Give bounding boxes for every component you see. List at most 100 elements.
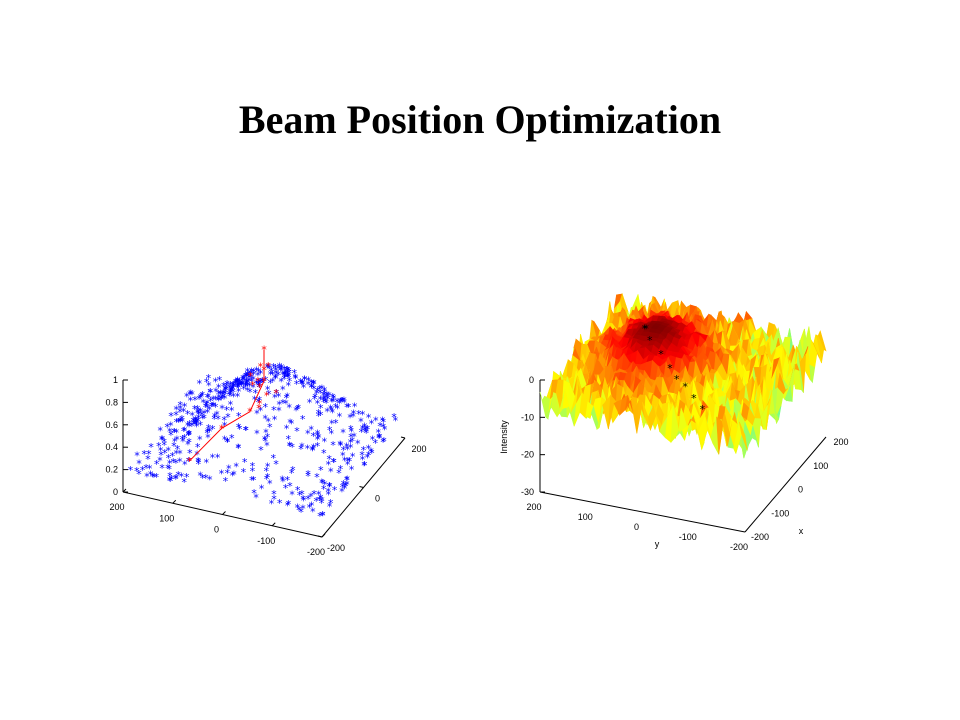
data-point: * bbox=[168, 473, 175, 486]
data-point: * bbox=[210, 399, 217, 412]
data-point: * bbox=[282, 482, 289, 495]
data-point: * bbox=[253, 491, 260, 504]
z-tick-label: 0.8 bbox=[105, 397, 118, 407]
data-point: * bbox=[326, 480, 333, 493]
data-point: * bbox=[222, 383, 229, 396]
data-point: * bbox=[236, 379, 243, 392]
data-point: * bbox=[250, 374, 257, 387]
scatter-axes: 0 0.2 0.4 0.6 0.8 1 200 100 0 -100 -200 200 0 -200 bbox=[105, 375, 426, 557]
data-point: * bbox=[224, 378, 231, 391]
data-point: * bbox=[218, 393, 225, 406]
data-point: * bbox=[281, 363, 288, 376]
data-point: * bbox=[220, 387, 227, 400]
data-point: * bbox=[265, 388, 272, 401]
data-point: * bbox=[381, 423, 388, 436]
data-point: * bbox=[283, 392, 290, 405]
data-point: * bbox=[244, 384, 251, 397]
data-point: * bbox=[207, 386, 214, 399]
y-tick-label: -100 bbox=[771, 508, 789, 518]
data-point: * bbox=[206, 404, 213, 417]
y-tick bbox=[359, 486, 364, 488]
data-point: * bbox=[326, 389, 333, 402]
data-point: * bbox=[376, 432, 383, 445]
data-point: * bbox=[141, 448, 148, 461]
data-point: * bbox=[325, 459, 332, 472]
data-point: * bbox=[363, 423, 370, 436]
data-point: * bbox=[234, 380, 241, 393]
data-point: * bbox=[285, 433, 292, 446]
y-tick-label: -200 bbox=[751, 532, 769, 542]
data-point: * bbox=[300, 495, 307, 508]
data-point: * bbox=[167, 475, 174, 488]
data-point: * bbox=[321, 385, 328, 398]
data-point: * bbox=[195, 412, 202, 425]
data-point: * bbox=[380, 436, 387, 449]
data-point: * bbox=[237, 378, 244, 391]
data-point: * bbox=[249, 474, 256, 487]
data-point: * bbox=[214, 408, 221, 421]
data-point: * bbox=[317, 387, 324, 400]
data-point: * bbox=[344, 473, 351, 486]
data-point: * bbox=[365, 449, 372, 462]
data-point: * bbox=[245, 370, 252, 383]
data-point: * bbox=[218, 468, 225, 481]
data-point: * bbox=[266, 478, 273, 491]
data-point: * bbox=[156, 440, 163, 453]
data-point: * bbox=[234, 391, 241, 404]
data-point: * bbox=[246, 380, 253, 393]
data-point: * bbox=[348, 423, 355, 436]
data-point: * bbox=[244, 368, 251, 381]
data-point: * bbox=[221, 434, 228, 447]
z-tick-label: -30 bbox=[521, 487, 534, 497]
data-point: * bbox=[298, 377, 305, 390]
data-point: * bbox=[134, 449, 141, 462]
data-point: * bbox=[355, 408, 362, 421]
y-axis-line bbox=[744, 436, 827, 533]
data-point: * bbox=[347, 411, 354, 424]
data-point: * bbox=[363, 427, 370, 440]
data-point: * bbox=[268, 497, 275, 510]
data-point: * bbox=[186, 428, 193, 441]
data-point: * bbox=[181, 400, 188, 413]
data-point: * bbox=[197, 405, 204, 418]
data-point: * bbox=[161, 436, 168, 449]
data-point: * bbox=[315, 410, 322, 423]
data-point: * bbox=[313, 495, 320, 508]
data-point: * bbox=[339, 450, 346, 463]
page-title: Beam Position Optimization bbox=[238, 97, 722, 142]
red-data-point: * bbox=[247, 406, 254, 419]
red-data-point: * bbox=[273, 387, 280, 400]
data-point: * bbox=[199, 389, 206, 402]
x-axis-line bbox=[539, 491, 746, 533]
data-point: * bbox=[249, 465, 256, 478]
data-point: * bbox=[359, 449, 366, 462]
data-point: * bbox=[201, 412, 208, 425]
data-point: * bbox=[178, 470, 185, 483]
data-point: * bbox=[230, 379, 237, 392]
data-point: * bbox=[316, 383, 323, 396]
data-point: * bbox=[319, 494, 326, 507]
z-axis-label: Intensity bbox=[499, 420, 509, 454]
data-point: * bbox=[283, 368, 290, 381]
data-point: * bbox=[193, 418, 200, 431]
data-point: * bbox=[277, 365, 284, 378]
data-point: * bbox=[230, 390, 237, 403]
data-point: * bbox=[221, 414, 228, 427]
data-point: * bbox=[205, 422, 212, 435]
data-point: * bbox=[369, 447, 376, 460]
data-point: * bbox=[314, 440, 321, 453]
data-point: * bbox=[248, 365, 255, 378]
data-point: * bbox=[287, 417, 294, 430]
data-point: * bbox=[214, 452, 221, 465]
data-point: * bbox=[204, 427, 211, 440]
data-point: * bbox=[146, 448, 153, 461]
data-point: * bbox=[164, 421, 171, 434]
data-point: * bbox=[229, 469, 236, 482]
data-point: * bbox=[256, 394, 263, 407]
red-data-point: * bbox=[263, 390, 270, 403]
data-point: * bbox=[257, 377, 264, 390]
data-point: * bbox=[230, 386, 237, 399]
data-point: * bbox=[153, 458, 160, 471]
data-point: * bbox=[293, 404, 300, 417]
data-point: * bbox=[209, 452, 216, 465]
